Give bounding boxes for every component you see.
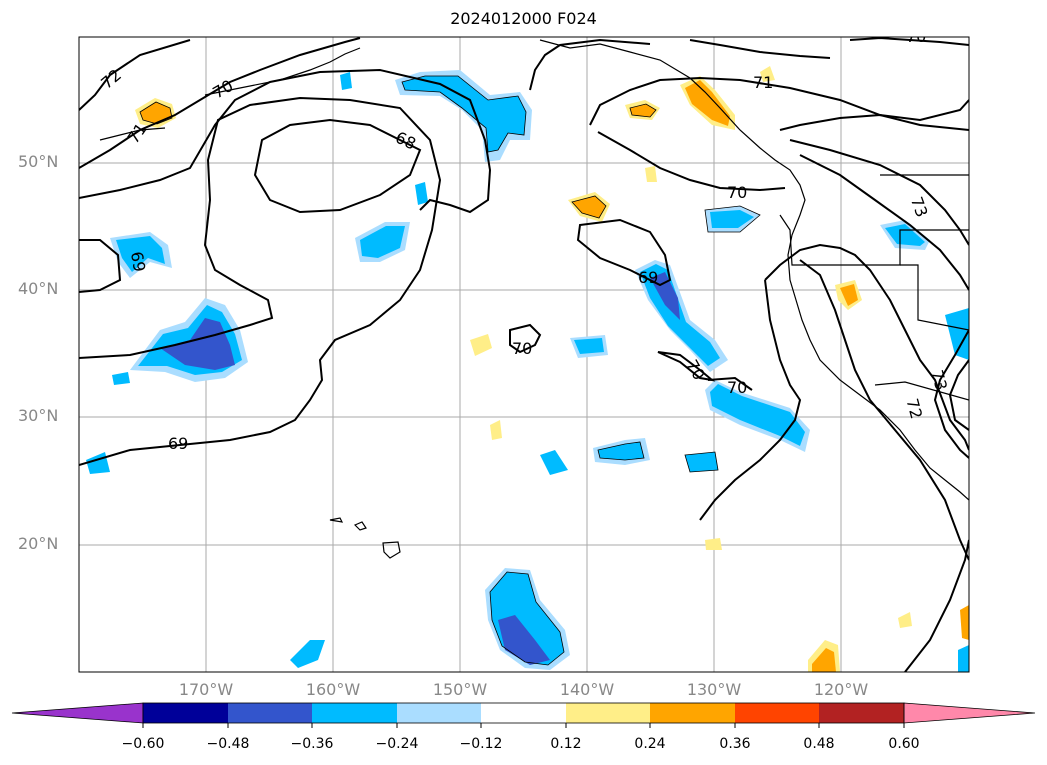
contour-label: 72 <box>902 396 926 421</box>
colorbar-tick-label: −0.60 <box>121 736 165 752</box>
lat-label: 50°N <box>18 152 59 171</box>
contour-label: 70 <box>727 378 747 397</box>
colorbar-tick-label: 0.60 <box>888 736 920 752</box>
anomaly-outlines <box>139 75 761 666</box>
colorbar-tick-label: 0.24 <box>634 736 666 752</box>
colorbar-tick-label: −0.24 <box>375 736 419 752</box>
contour-label: 69 <box>638 268 658 287</box>
colorbar-bin <box>481 703 566 723</box>
lon-label: 160°W <box>305 680 361 699</box>
colorbar-bin <box>819 703 904 723</box>
colorbar-bin <box>566 703 650 723</box>
lat-label: 30°N <box>18 406 59 425</box>
lon-label: 170°W <box>178 680 234 699</box>
contour-label: 69 <box>127 250 149 273</box>
lat-label: 40°N <box>18 279 59 298</box>
map-title: 2024012000 F024 <box>450 9 597 28</box>
colorbar-tick-label: 0.12 <box>550 736 582 752</box>
contour-label: 70 <box>727 183 747 202</box>
colorbar-bin <box>143 703 228 723</box>
colorbar-tick-label: −0.36 <box>290 736 334 752</box>
contour-label: 70 <box>906 27 926 46</box>
lon-label: 130°W <box>686 680 742 699</box>
colorbar-tick-label: 0.36 <box>719 736 751 752</box>
contour-label: 73 <box>927 368 951 393</box>
colorbar-bin <box>735 703 819 723</box>
lon-label: 120°W <box>813 680 869 699</box>
colorbar-bin <box>397 703 481 723</box>
contour-label: 70 <box>512 339 532 358</box>
colorbar-bin <box>228 703 312 723</box>
colorbar-bin <box>650 703 735 723</box>
contour-label: 69 <box>168 434 188 453</box>
colorbar-tick-label: −0.12 <box>459 736 503 752</box>
colorbar-tick-label: −0.48 <box>206 736 250 752</box>
lon-label: 150°W <box>432 680 488 699</box>
colorbar <box>11 702 1036 728</box>
lat-label: 20°N <box>18 534 59 553</box>
anomaly-shading <box>86 66 969 672</box>
map-border <box>78 36 970 673</box>
colorbar-extend-min <box>11 702 144 724</box>
colorbar-tick-label: 0.48 <box>803 736 835 752</box>
contour-label: 71 <box>753 73 773 92</box>
lon-label: 140°W <box>559 680 615 699</box>
contours <box>79 37 969 672</box>
colorbar-extend-max <box>903 702 1036 724</box>
colorbar-bin <box>312 703 397 723</box>
